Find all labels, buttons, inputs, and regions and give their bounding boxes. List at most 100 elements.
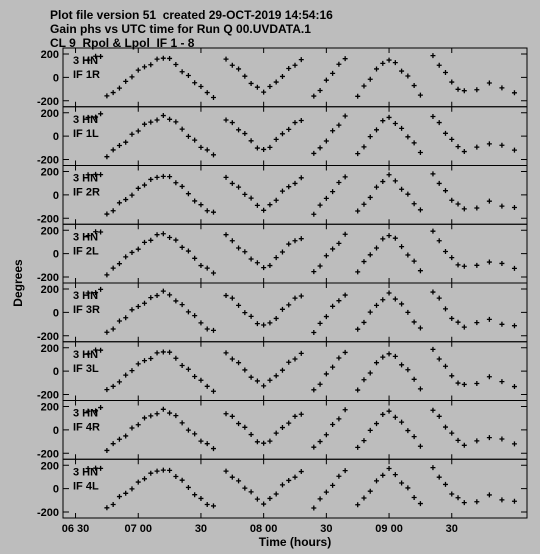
data-point [323,77,329,83]
data-point [229,238,235,244]
data-point [499,436,505,442]
data-point [210,94,216,100]
data-point [367,194,373,200]
data-point [173,355,179,361]
data-point [399,125,405,131]
data-point [267,83,273,89]
data-point [204,265,210,271]
data-point [229,180,235,186]
data-point [461,149,467,155]
data-point [116,379,122,385]
panel-antenna-label: 3 HN [73,466,98,478]
data-point [261,207,267,213]
data-point [367,309,373,315]
data-point [392,121,398,127]
y-tick-label: 0 [53,190,59,202]
data-point [317,320,323,326]
data-point [392,60,398,66]
data-point [342,174,348,180]
data-point [430,53,436,59]
panel-antenna-label: 3 HN [73,408,98,420]
data-point [411,495,417,501]
data-point [254,496,260,502]
data-point [160,173,166,179]
data-point [248,374,254,380]
data-point [273,79,279,85]
data-point [367,76,373,82]
data-point [236,66,242,72]
data-point [185,73,191,79]
data-point [223,350,229,356]
data-point [436,120,442,126]
y-tick-label: 0 [53,249,59,261]
data-point [142,182,148,188]
data-point [116,142,122,148]
data-point [110,441,116,447]
data-point [355,326,361,332]
data-point [267,438,273,444]
y-tick-label: 0 [53,131,59,143]
data-point [411,258,417,264]
y-tick-label: -200 [37,507,59,519]
data-point [223,411,229,417]
data-point [198,320,204,326]
data-point [93,408,99,414]
data-point [179,363,185,369]
data-point [380,472,386,478]
data-point [342,468,348,474]
data-point [135,479,141,485]
data-point [116,318,122,324]
y-tick-label: -200 [37,272,59,284]
data-point [210,503,216,509]
data-point [511,204,517,210]
data-point [173,473,179,479]
data-point [173,237,179,243]
data-point [330,421,336,427]
data-point [486,374,492,380]
data-point [355,387,361,393]
data-point [173,298,179,304]
data-point [461,324,467,330]
data-point [511,498,517,504]
data-point [455,319,461,325]
data-point [192,313,198,319]
data-point [242,310,248,316]
data-point [267,263,273,269]
data-point [442,69,448,75]
data-point [292,180,298,186]
x-tick-label: 30 [320,523,332,535]
data-point [116,200,122,206]
data-point [405,309,411,315]
data-point [129,425,135,431]
x-tick-label: 30 [195,523,207,535]
data-point [336,355,342,361]
x-tick-label: 07 00 [124,523,152,535]
data-point [442,130,448,136]
data-point [392,414,398,420]
data-point [380,236,386,242]
data-point [330,70,336,76]
y-tick-label: -200 [37,448,59,460]
data-point [93,347,99,353]
panel-frame [62,282,528,343]
data-point [286,420,292,426]
data-point [486,435,492,441]
data-point [386,408,392,414]
panel-antenna-label: 3 HN [73,55,98,67]
data-point [499,203,505,209]
data-point [129,368,135,374]
data-point [342,113,348,119]
data-point [286,359,292,365]
data-point [123,197,129,203]
data-point [511,265,517,271]
data-point [123,433,129,439]
data-point [204,441,210,447]
data-point [405,73,411,79]
data-point [154,117,160,123]
data-point [160,231,166,237]
data-point [160,55,166,61]
data-point [399,301,405,307]
data-point [229,62,235,68]
data-point [298,175,304,181]
